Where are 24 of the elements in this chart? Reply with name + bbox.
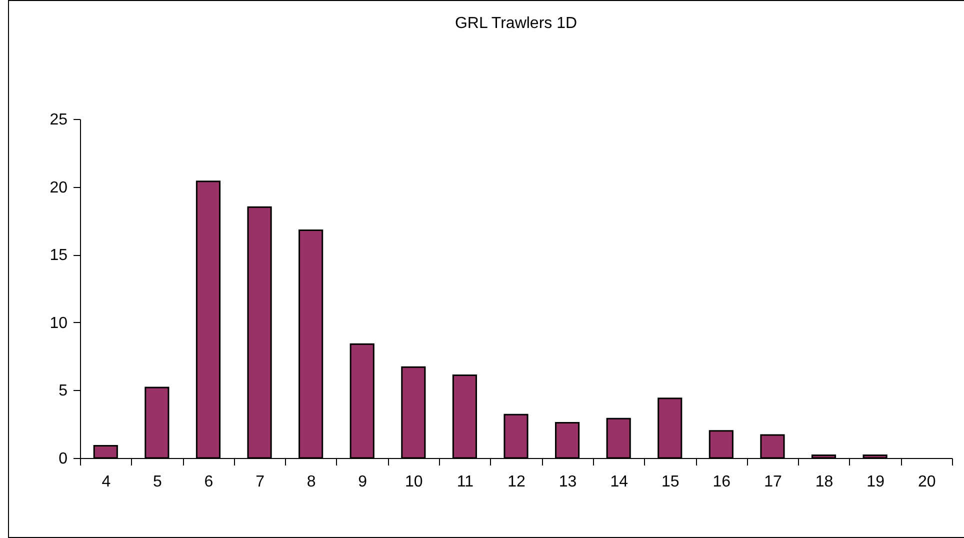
y-tick-label: 10: [50, 314, 68, 332]
x-tick-label: 12: [508, 474, 526, 490]
x-tick-label: 17: [764, 474, 782, 490]
x-tick-label: 6: [204, 474, 214, 490]
x-tick-label: 7: [256, 474, 265, 490]
x-tick-label: 13: [558, 474, 577, 490]
y-tick-label: 5: [58, 382, 68, 400]
chart-title: GRL Trawlers 1D: [454, 15, 578, 32]
x-tick-label: 15: [661, 474, 680, 490]
y-tick-label: 0: [58, 450, 68, 468]
x-tick-label: 11: [456, 474, 474, 490]
x-tick-label: 9: [358, 474, 368, 490]
y-tick-label: 20: [50, 179, 68, 196]
x-tick-label: 18: [815, 474, 834, 490]
x-tick-label: 16: [712, 474, 731, 490]
x-tick-label: 4: [102, 474, 111, 490]
x-tick-label: 10: [405, 474, 423, 490]
y-tick-label: 15: [50, 247, 68, 264]
x-tick-label: 8: [306, 474, 316, 490]
x-tick-label: 19: [866, 474, 885, 490]
x-tick-label: 14: [610, 474, 628, 490]
x-tick-label: 5: [152, 474, 162, 490]
y-tick-label: 25: [50, 112, 68, 128]
x-tick-label: 20: [918, 474, 936, 490]
